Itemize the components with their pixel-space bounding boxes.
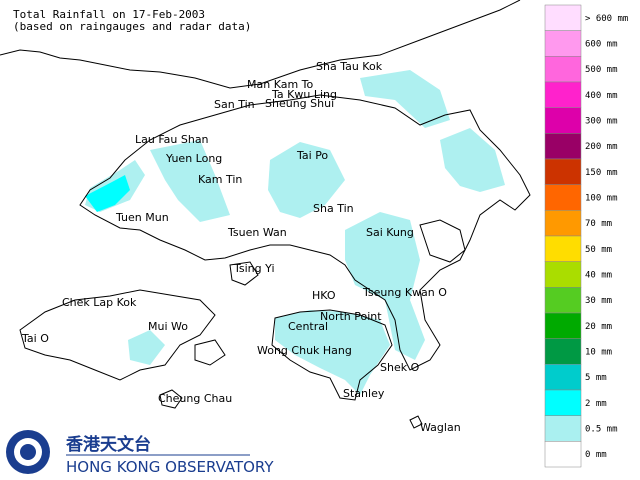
legend-label: 600 mm: [585, 40, 618, 50]
rain-area-2mm: [85, 175, 130, 212]
rainfall-areas: [85, 70, 505, 395]
legend-swatch: [544, 287, 582, 314]
place-label: Sheung Shui: [265, 97, 334, 110]
place-label: Shek O: [380, 361, 420, 374]
place-label: Tsuen Wan: [227, 226, 287, 239]
rain-area: [128, 330, 165, 365]
place-label: Yuen Long: [165, 152, 222, 165]
rain-area: [440, 128, 505, 192]
legend-swatch: [544, 81, 582, 108]
legend-swatch: [544, 133, 582, 160]
legend-swatch: [544, 107, 582, 134]
legend-label: 2 mm: [585, 399, 607, 409]
place-label: Sha Tau Kok: [316, 60, 383, 73]
legend-label: 400 mm: [585, 91, 618, 101]
place-label: Central: [288, 320, 328, 333]
place-label: Kam Tin: [198, 173, 242, 186]
legend-label: 5 mm: [585, 373, 607, 383]
place-label: Sai Kung: [366, 226, 414, 239]
legend-label: 500 mm: [585, 65, 618, 75]
legend-swatch: [544, 364, 582, 391]
hong-kong-island: [271, 309, 393, 401]
legend-swatch: [544, 312, 582, 339]
legend-label: 0 mm: [585, 450, 607, 460]
legend-swatch: [544, 30, 582, 57]
rain-area: [275, 310, 390, 395]
legend-label: 300 mm: [585, 117, 618, 127]
place-label: Tai O: [21, 332, 49, 345]
place-label: Ta Kwu Ling: [271, 88, 337, 101]
place-label: Stanley: [343, 387, 385, 400]
logo-chinese: 香港天文台: [66, 434, 151, 455]
place-label: Cheung Chau: [158, 392, 232, 405]
legend-swatch: [544, 338, 582, 365]
place-label: Tseung Kwan O: [362, 286, 447, 299]
tsing-yi: [229, 261, 259, 286]
legend-swatch: [544, 158, 582, 185]
place-label: Mui Wo: [148, 320, 188, 333]
map-subtitle: (based on raingauges and radar data): [13, 20, 251, 33]
legend-label: 70 mm: [585, 219, 612, 229]
border: [0, 0, 521, 89]
rain-area: [150, 140, 230, 222]
place-label: Waglan: [420, 421, 461, 434]
legend-swatch: [544, 261, 582, 288]
waglan: [409, 415, 423, 429]
legend: > 600 mm 600 mm 500 mm 400 mm 300 mm 200 mm 15…: [544, 4, 628, 468]
rain-area: [360, 70, 450, 128]
legend-swatch: [544, 441, 582, 468]
coastline: [0, 0, 531, 429]
lantau-island: [19, 289, 216, 381]
legend-swatch: [544, 210, 582, 237]
legend-swatch: [544, 184, 582, 211]
place-label: Wong Chuk Hang: [257, 344, 352, 357]
place-label: Lau Fau Shan: [135, 133, 209, 146]
legend-label: 100 mm: [585, 194, 618, 204]
legend-swatch: [544, 235, 582, 262]
place-label: Man Kam To: [247, 78, 314, 91]
legend-swatch: [544, 4, 582, 31]
legend-swatch: [544, 389, 582, 416]
cheung-chau: [159, 389, 183, 409]
legend-label: 200 mm: [585, 142, 618, 152]
legend-label: > 600 mm: [585, 14, 628, 24]
legend-label: 50 mm: [585, 245, 612, 255]
logo: 香港天文台 HONG KONG OBSERVATORY: [6, 430, 274, 476]
new-territories: [79, 94, 531, 371]
place-label: HKO: [312, 289, 336, 302]
place-label: Tai Po: [296, 149, 328, 162]
place-label: Tsing Yi: [233, 262, 275, 275]
legend-label: 30 mm: [585, 296, 612, 306]
rain-area: [268, 142, 345, 218]
place-label: San Tin: [214, 98, 255, 111]
legend-label: 10 mm: [585, 348, 612, 358]
place-label: Tuen Mun: [115, 211, 169, 224]
map-title: Total Rainfall on 17-Feb-2003: [13, 8, 205, 21]
legend-label: 150 mm: [585, 168, 618, 178]
lamma-island: [194, 339, 226, 366]
place-label: Chek Lap Kok: [62, 296, 137, 309]
legend-label: 40 mm: [585, 271, 612, 281]
logo-emblem-core: [20, 444, 36, 460]
legend-label: 0.5 mm: [585, 425, 618, 435]
logo-english: HONG KONG OBSERVATORY: [66, 458, 274, 476]
legend-label: 20 mm: [585, 322, 612, 332]
rain-area: [345, 212, 425, 360]
legend-swatch: [544, 415, 582, 442]
place-label: Sha Tin: [313, 202, 354, 215]
islands: [419, 219, 466, 263]
place-label: North Point: [320, 310, 382, 323]
legend-swatch: [544, 56, 582, 83]
